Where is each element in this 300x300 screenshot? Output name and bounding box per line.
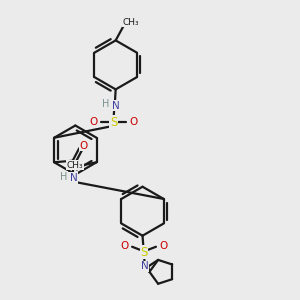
Text: O: O xyxy=(79,141,88,151)
Text: O: O xyxy=(160,241,168,251)
Text: O: O xyxy=(89,117,98,127)
Text: O: O xyxy=(120,241,128,251)
Text: N: N xyxy=(70,173,78,183)
Text: S: S xyxy=(110,116,117,129)
Text: H: H xyxy=(102,99,110,109)
Text: S: S xyxy=(140,246,148,259)
Text: H: H xyxy=(60,172,68,182)
Text: N: N xyxy=(141,262,148,272)
Text: CH₃: CH₃ xyxy=(123,18,140,27)
Text: N: N xyxy=(112,101,119,111)
Text: O: O xyxy=(130,117,138,127)
Text: CH₃: CH₃ xyxy=(66,161,83,170)
